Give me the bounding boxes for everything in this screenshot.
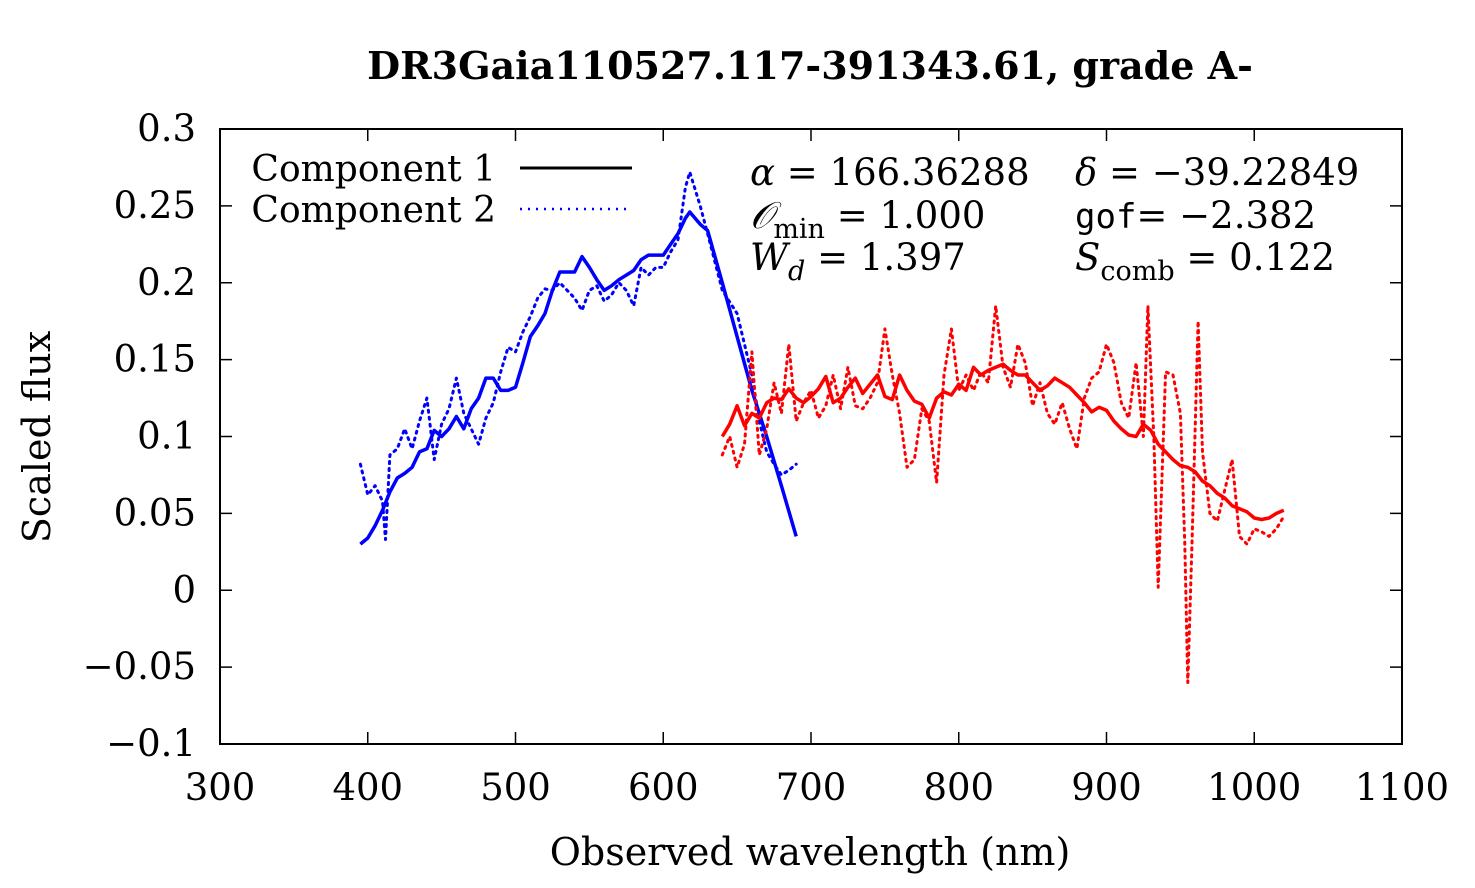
series-line-4-dotted: [720, 304, 1286, 684]
legend-label-component-1: Component 1: [251, 149, 496, 190]
annotation-alpha: α = 166.36288: [750, 151, 1030, 194]
series-layer: [358, 170, 1286, 684]
x-tick-label: 300: [185, 766, 256, 809]
x-tick-label: 500: [480, 766, 551, 809]
y-axis-title: Scaled flux: [15, 331, 59, 543]
x-axis: 300 400 500 600 700 800 900 1000 1100: [185, 129, 1449, 809]
y-tick-label: 0.1: [137, 415, 196, 458]
legend-label-component-2: Component 2: [251, 190, 496, 231]
series-line-1-solid: [359, 210, 798, 546]
x-tick-label: 700: [776, 766, 847, 809]
annotation-o-min: 𝒪min = 1.000: [750, 194, 985, 245]
y-tick-label: −0.1: [106, 722, 196, 765]
y-tick-label: 0.2: [137, 261, 196, 304]
annotation-gof: gof= −2.382: [1075, 194, 1316, 237]
x-tick-label: 600: [628, 766, 699, 809]
y-tick-label: −0.05: [83, 645, 196, 688]
legend: Component 1 Component 2: [251, 149, 632, 231]
chart-title: DR3Gaia110527.117-391343.61, grade A-: [367, 43, 1253, 88]
series-line-2-dotted: [358, 170, 798, 541]
y-tick-label: 0.25: [114, 184, 196, 227]
y-tick-label: 0.3: [137, 107, 196, 150]
y-axis: −0.1 −0.05 0 0.05 0.1 0.15 0.2 0.25 0.3: [83, 107, 1402, 765]
y-tick-label: 0.15: [114, 338, 196, 381]
x-tick-label: 800: [923, 766, 994, 809]
fit-annotations: α = 166.36288 δ = −39.22849 𝒪min = 1.000…: [750, 151, 1359, 287]
y-tick-label: 0: [172, 568, 196, 611]
y-tick-label: 0.05: [114, 491, 196, 534]
x-tick-label: 1100: [1355, 766, 1449, 809]
x-axis-title: Observed wavelength (nm): [550, 830, 1071, 874]
x-tick-label: 400: [332, 766, 403, 809]
annotation-w-d: Wd = 1.397: [750, 236, 966, 287]
annotation-s-comb: Scomb = 0.122: [1075, 236, 1335, 287]
annotation-delta: δ = −39.22849: [1075, 151, 1359, 194]
x-tick-label: 1000: [1207, 766, 1301, 809]
x-tick-label: 900: [1071, 766, 1142, 809]
